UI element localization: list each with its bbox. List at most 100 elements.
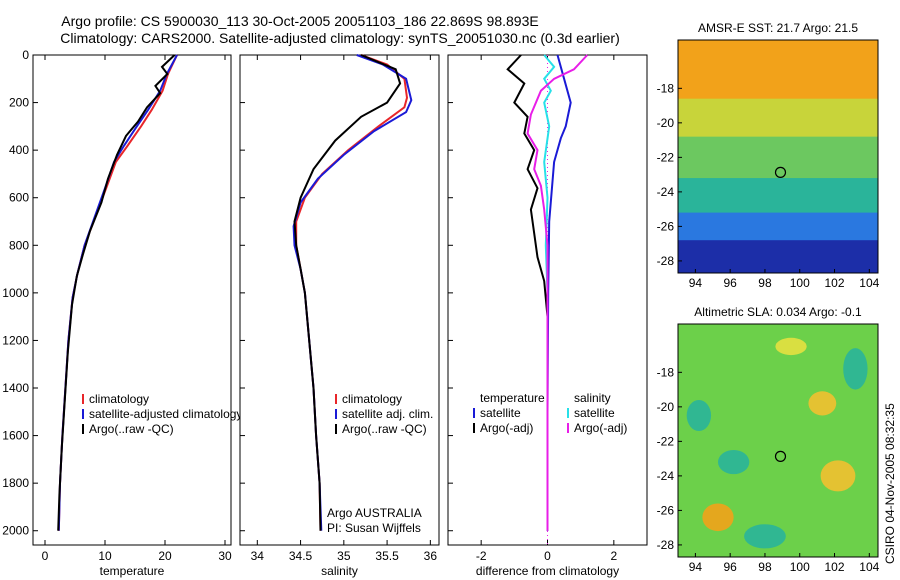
y-tick-label: 200 (9, 96, 29, 110)
field-patch (718, 449, 750, 475)
y-tick-label: -28 (657, 538, 675, 552)
field-patch (820, 460, 856, 492)
legend-label: Argo(..raw -QC) (342, 422, 427, 436)
legend-label: satellite adj. clim. (342, 407, 433, 421)
y-tick-label: -24 (657, 185, 675, 199)
y-tick-label: 1200 (2, 333, 29, 347)
x-tick-label: 102 (825, 276, 845, 290)
x-axis-label: salinity (321, 564, 358, 578)
y-tick-label: 800 (9, 238, 29, 252)
field-band (678, 98, 878, 138)
x-tick-label: 35.5 (375, 549, 399, 563)
profile-panel-2: 34 34.5 35 35.5 36 salinity climatologysatelli… (239, 54, 440, 578)
x-tick-label: 0 (42, 549, 49, 563)
x-tick-label: 34.5 (289, 549, 313, 563)
y-tick-label: 1800 (2, 476, 29, 490)
map-panel-2: Altimetric SLA: 0.034 Argo: -0.1 94 96 98 10… (657, 305, 880, 574)
legend-label: Argo(..raw -QC) (89, 422, 174, 436)
legend-label: satellite-adjusted climatology (89, 407, 242, 421)
map-frame (677, 323, 879, 558)
series-line (526, 54, 589, 531)
field-band (678, 40, 878, 100)
y-tick-label: -26 (657, 503, 675, 517)
y-tick-label: -18 (657, 365, 675, 379)
x-tick-label: 98 (758, 560, 772, 574)
x-tick-label: 94 (689, 276, 703, 290)
annotation-text: PI: Susan Wijffels (327, 521, 421, 535)
y-tick-label: 1600 (2, 429, 29, 443)
series-line (506, 54, 549, 531)
map-frame (677, 39, 879, 274)
x-tick-label: 100 (790, 276, 810, 290)
legend-label: climatology (342, 392, 402, 406)
legend-label: temperature (480, 391, 545, 405)
legend-label: satellite (480, 406, 521, 420)
x-axis-label: difference from climatology (476, 564, 619, 578)
field-patch (744, 524, 786, 549)
field-patch (702, 503, 734, 532)
field-band (678, 136, 878, 180)
x-tick-label: 10 (98, 549, 112, 563)
x-tick-label: 102 (825, 560, 845, 574)
x-tick-label: 30 (218, 549, 232, 563)
field-patch (686, 399, 712, 432)
y-tick-label: 2000 (2, 524, 29, 538)
y-tick-label: 1000 (2, 286, 29, 300)
argo-position-marker (774, 166, 787, 178)
y-tick-label: -22 (657, 434, 675, 448)
y-tick-label: 600 (9, 191, 29, 205)
x-tick-label: 2 (610, 549, 617, 563)
x-tick-label: 36 (424, 549, 438, 563)
legend-label: salinity (574, 391, 611, 405)
y-tick-label: -20 (657, 116, 675, 130)
y-tick-label: 1400 (2, 381, 29, 395)
x-tick-label: -2 (476, 549, 487, 563)
y-tick-label: -18 (657, 81, 675, 95)
y-tick-label: -22 (657, 150, 675, 164)
x-tick-label: 35 (337, 549, 351, 563)
field-patch (843, 348, 868, 390)
plot-frame (32, 54, 232, 546)
x-tick-label: 0 (544, 549, 551, 563)
x-tick-label: 96 (723, 560, 737, 574)
y-tick-label: -20 (657, 400, 675, 414)
legend-label: Argo(-adj) (574, 421, 627, 435)
map-panel-1: AMSR-E SST: 21.7 Argo: 21.5 94 96 98 100 102 1… (657, 21, 880, 290)
x-axis-label: temperature (100, 564, 165, 578)
x-tick-label: 104 (859, 276, 879, 290)
x-tick-label: 96 (723, 276, 737, 290)
map-title: AMSR-E SST: 21.7 Argo: 21.5 (698, 21, 858, 35)
x-tick-label: 20 (158, 549, 172, 563)
series-line (293, 54, 402, 531)
header-line2: Climatology: CARS2000. Satellite-adjuste… (60, 30, 620, 46)
y-tick-label: 400 (9, 143, 29, 157)
field-band (678, 240, 878, 273)
legend-label: Argo(-adj) (480, 421, 533, 435)
field-patch (808, 391, 837, 416)
legend-label: climatology (89, 392, 149, 406)
field-band (678, 178, 878, 214)
x-tick-label: 104 (859, 560, 879, 574)
field-patch (775, 337, 807, 356)
x-tick-label: 98 (758, 276, 772, 290)
map-field (678, 40, 878, 273)
plot-frame (239, 54, 440, 546)
map-field (678, 324, 878, 557)
y-tick-label: -28 (657, 254, 675, 268)
argo-position-marker (774, 450, 787, 462)
map-title: Altimetric SLA: 0.034 Argo: -0.1 (694, 305, 862, 319)
y-tick-label: -24 (657, 469, 675, 483)
series-line (57, 54, 176, 531)
x-tick-label: 34 (251, 549, 265, 563)
field-band (678, 212, 878, 242)
legend-label: satellite (574, 406, 615, 420)
profile-panel-1: 0 10 20 30 0 200 400 600 800 1000 1200 1400 1600 1800… (2, 48, 242, 578)
y-tick-label: 0 (22, 48, 29, 62)
annotation-text: Argo AUSTRALIA (327, 506, 422, 520)
y-tick-label: -26 (657, 219, 675, 233)
x-tick-label: 94 (689, 560, 703, 574)
x-tick-label: 100 (790, 560, 810, 574)
header-line1: Argo profile: CS 5900030_113 30-Oct-2005… (61, 13, 538, 29)
